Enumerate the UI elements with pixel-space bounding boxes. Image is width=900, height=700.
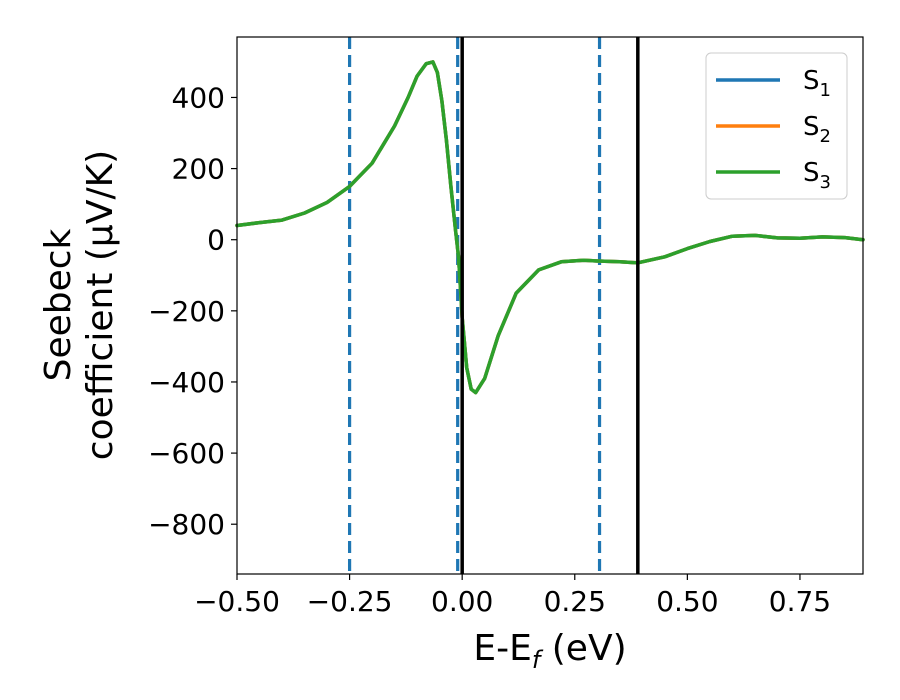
x-axis-title: E-Ef (eV) [473,628,626,674]
vertical-reference-lines [347,37,602,574]
legend-label-3: S3 [803,158,831,193]
y-tick-label: 200 [172,153,225,186]
y-tick-label: 400 [172,81,225,114]
y-tick-label: 0 [207,224,225,257]
x-tick-label: 0.00 [431,585,493,618]
legend-label-2: S2 [803,112,831,147]
y-axis-title: Seebeck coefficient (μV/K) [38,150,121,460]
x-tick-label: 0.25 [544,585,606,618]
x-tick-label: −0.50 [194,585,280,618]
series-lines [235,37,865,574]
y-axis-title-line1: Seebeck [38,228,79,381]
x-tick-label: 0.75 [769,585,831,618]
series-line-3 [235,60,865,395]
y-axis-ticks: 400 200 0 −200 −400 −600 −800 [148,81,237,541]
y-tick-label: −600 [148,437,225,470]
y-tick-label: −400 [148,366,225,399]
plot-frame [236,36,864,575]
x-tick-label: 0.50 [656,585,718,618]
x-axis-ticks: −0.50 −0.25 0.00 0.25 0.50 0.75 [194,574,831,618]
y-tick-label: −800 [148,508,225,541]
y-tick-label: −200 [148,295,225,328]
x-tick-label: −0.25 [307,585,393,618]
legend: S1 S2 S3 [705,52,848,200]
legend-label-1: S1 [803,66,831,101]
y-axis-title-line2: coefficient (μV/K) [80,150,121,460]
